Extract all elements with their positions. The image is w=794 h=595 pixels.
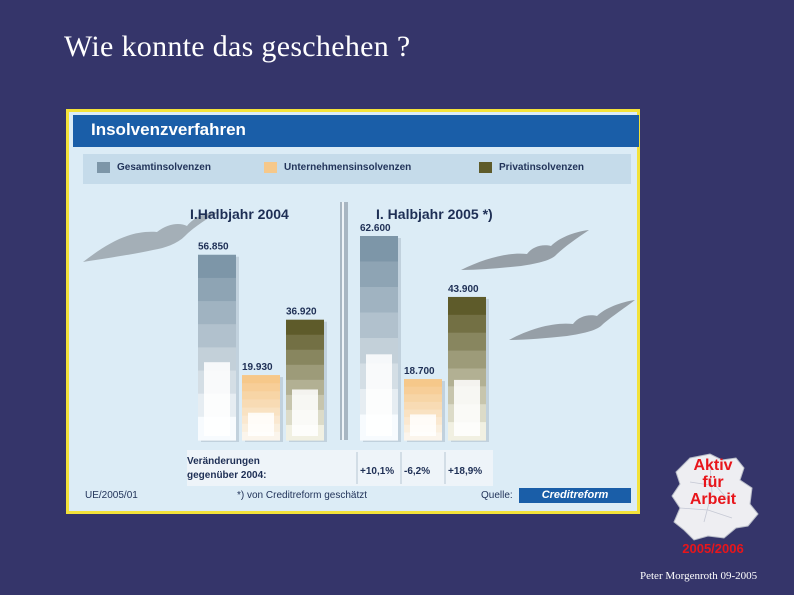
bar <box>198 254 239 442</box>
footer-note: *) von Creditreform geschätzt <box>237 490 368 501</box>
badge-year: 2005/2006 <box>682 541 744 556</box>
changes-box <box>187 450 493 486</box>
bar-segment <box>360 261 398 288</box>
author-credit: Peter Morgenroth 09-2005 <box>640 570 758 582</box>
bar-segment <box>404 386 442 395</box>
bar-value-label: 19.930 <box>242 362 273 373</box>
bar-highlight <box>204 362 230 436</box>
bar-segment <box>448 332 486 352</box>
bar-segment <box>448 314 486 334</box>
period-separator-highlight <box>342 202 344 440</box>
bird-decorations <box>83 212 635 340</box>
bar-segment <box>198 324 236 348</box>
chart-header: Insolvenzverfahren <box>73 115 639 147</box>
bar-value-label: 56.850 <box>198 242 229 253</box>
bar-segment <box>198 301 236 325</box>
bar-segment <box>404 409 442 418</box>
category-label: I.Halbjahr 2004 <box>190 206 289 222</box>
bar-segment <box>286 349 324 366</box>
bar-segment <box>286 364 324 381</box>
badge-line-fuer: für <box>702 474 724 491</box>
change-value: +10,1% <box>360 466 394 477</box>
bar-highlight <box>292 389 318 436</box>
legend-item-unternehmen: Unternehmensinsolvenzen <box>264 162 411 173</box>
eagle-icon <box>509 300 635 340</box>
chart-panel: Insolvenzverfahren Gesamtinsolvenzen Unt… <box>66 109 640 514</box>
footer-source-label: Quelle: <box>481 490 513 501</box>
bar-segment <box>404 432 442 441</box>
changes-label-line1: Veränderungen <box>187 456 260 467</box>
bar-segment <box>242 383 280 392</box>
bar-segment <box>404 394 442 403</box>
change-value: +18,9% <box>448 466 482 477</box>
bar-segment <box>242 399 280 409</box>
bar-segment <box>242 431 280 441</box>
bar-highlight <box>454 379 480 436</box>
bar-segment <box>360 287 398 314</box>
bar-highlight <box>248 412 274 436</box>
bar-segment <box>198 277 236 302</box>
legend-item-privat: Privatinsolvenzen <box>479 162 584 173</box>
badge-line-aktiv: Aktiv <box>693 457 733 474</box>
legend-label-unternehmen: Unternehmensinsolvenzen <box>284 162 412 174</box>
bar-highlight <box>410 414 436 436</box>
badge-line-arbeit: Arbeit <box>689 491 737 508</box>
legend-item-gesamt: Gesamtinsolvenzen <box>97 162 211 173</box>
bar-segment <box>360 236 398 263</box>
change-value: -6,2% <box>404 466 430 477</box>
changes-label-line2: gegenüber 2004: <box>187 470 266 481</box>
chart-plot: I.Halbjahr 2004 56.850 19.930 36.920 I. Halb… <box>83 202 635 486</box>
badge-text: Aktiv für Arbeit <box>660 457 766 508</box>
bar-highlight <box>366 354 392 436</box>
footer-code: UE/2005/01 <box>85 490 138 501</box>
bar-value-label: 18.700 <box>404 366 435 377</box>
bar-segment <box>198 254 236 279</box>
bar <box>286 319 327 442</box>
bar-segment <box>448 296 486 316</box>
legend-swatch-gesamt <box>97 162 110 173</box>
creditreform-logo: Creditreform <box>519 488 631 503</box>
bar-segment <box>286 319 324 336</box>
legend-label-privat: Privatinsolvenzen <box>499 162 585 174</box>
bar <box>360 236 401 442</box>
bar-segment <box>242 375 280 384</box>
category-label: I. Halbjahr 2005 *) <box>376 206 493 222</box>
bar-segment <box>242 407 280 417</box>
bar-segment <box>404 401 442 411</box>
slide-title: Wie konnte das geschehen ? <box>64 30 411 63</box>
legend-swatch-privat <box>479 162 492 173</box>
eagle-icon <box>461 230 589 270</box>
bar <box>448 296 489 442</box>
bar-segment <box>404 379 442 388</box>
legend-swatch-unternehmen <box>264 162 277 173</box>
bar-segment <box>360 312 398 339</box>
bar <box>242 375 283 442</box>
legend: Gesamtinsolvenzen Unternehmensinsolvenze… <box>83 154 631 184</box>
bar-value-label: 62.600 <box>360 223 391 234</box>
bar-segment <box>448 350 486 370</box>
bar-value-label: 43.900 <box>448 284 479 295</box>
bar-segment <box>286 334 324 351</box>
bar <box>404 379 445 442</box>
legend-label-gesamt: Gesamtinsolvenzen <box>117 162 211 174</box>
germany-map-icon <box>671 453 759 541</box>
bar-segment <box>242 391 280 401</box>
bar-value-label: 36.920 <box>286 307 317 318</box>
eagle-icon <box>83 212 219 262</box>
aktiv-fuer-arbeit-badge: Aktiv für Arbeit 2005/2006 <box>660 452 766 560</box>
